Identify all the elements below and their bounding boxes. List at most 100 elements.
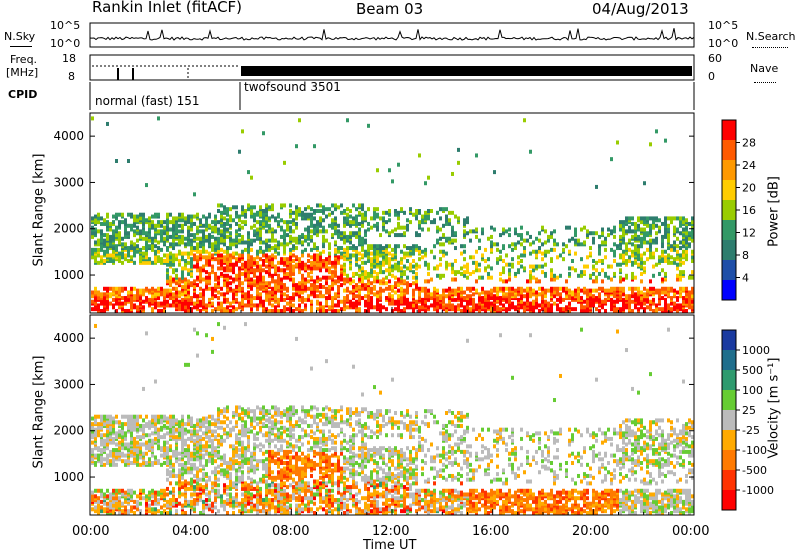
heatmap-cell	[550, 286, 553, 291]
heatmap-cell	[229, 301, 232, 306]
heatmap-cell	[397, 294, 400, 299]
heatmap-cell	[121, 212, 124, 217]
heatmap-cell	[376, 221, 379, 226]
heatmap-cell	[646, 231, 649, 236]
heatmap-cell	[184, 438, 187, 443]
heatmap-cell	[448, 262, 451, 267]
heatmap-cell	[661, 296, 664, 301]
heatmap-cell	[562, 286, 565, 291]
heatmap-cell	[373, 259, 376, 263]
heatmap-cell	[202, 264, 205, 269]
heatmap-cell	[361, 220, 364, 225]
heatmap-cell	[103, 492, 106, 497]
heatmap-cell	[157, 309, 160, 313]
heatmap-cell	[121, 435, 124, 440]
heatmap-cell	[199, 309, 202, 313]
heatmap-cell	[133, 511, 136, 515]
heatmap-cell	[271, 260, 274, 265]
heatmap-cell	[607, 275, 610, 280]
heatmap-cell	[676, 273, 679, 278]
heatmap-cell	[94, 427, 97, 432]
heatmap-cell	[331, 273, 334, 278]
heatmap-cell	[361, 223, 364, 228]
heatmap-cell	[181, 433, 184, 438]
heatmap-cell	[172, 486, 175, 491]
heatmap-cell	[109, 259, 112, 263]
heatmap-cell	[619, 220, 622, 225]
heatmap-cell	[382, 270, 385, 275]
heatmap-cell	[268, 271, 271, 276]
heatmap-cell	[100, 247, 103, 252]
heatmap-cell	[283, 249, 286, 254]
heatmap-cell	[133, 249, 136, 254]
heatmap-cell	[379, 279, 382, 284]
heatmap-cell	[121, 301, 124, 306]
heatmap-cell	[412, 270, 415, 275]
heatmap-cell	[301, 279, 304, 284]
heatmap-cell	[469, 229, 472, 234]
heatmap-cell	[223, 266, 226, 271]
heatmap-cell	[460, 244, 463, 249]
heatmap-cell	[118, 440, 121, 445]
heatmap-cell	[121, 509, 124, 514]
heatmap-cell	[100, 238, 103, 243]
heatmap-cell	[391, 247, 394, 252]
heatmap-cell	[664, 259, 667, 263]
heatmap-cell	[661, 307, 664, 312]
heatmap-cell	[514, 288, 517, 293]
heatmap-cell	[169, 481, 172, 486]
heatmap-cell	[466, 216, 469, 221]
heatmap-cell	[622, 277, 625, 282]
heatmap-cell	[403, 251, 406, 256]
heatmap-cell	[184, 216, 187, 221]
heatmap-cell	[163, 440, 166, 445]
heatmap-cell	[112, 246, 115, 251]
heatmap-cell	[598, 244, 601, 249]
heatmap-cell	[652, 301, 655, 306]
heatmap-cell	[127, 223, 130, 228]
heatmap-cell	[199, 218, 202, 223]
heatmap-cell	[301, 249, 304, 254]
heatmap-cell	[208, 475, 211, 480]
cpid-label: CPID	[8, 88, 38, 101]
heatmap-cell	[304, 281, 307, 286]
heatmap-cell	[514, 242, 517, 247]
heatmap-cell	[133, 451, 136, 456]
heatmap-cell	[226, 277, 229, 282]
heatmap-cell	[106, 453, 109, 458]
heatmap-cell	[358, 264, 361, 269]
heatmap-cell	[364, 210, 367, 215]
heatmap-cell	[169, 220, 172, 225]
heatmap-cell	[223, 292, 226, 297]
heatmap-cell	[283, 220, 286, 225]
heatmap-cell	[160, 309, 163, 313]
heatmap-cell	[184, 427, 187, 432]
heatmap-cell	[217, 296, 220, 301]
heatmap-cell	[682, 309, 685, 313]
heatmap-cell	[199, 446, 202, 451]
heatmap-cell	[151, 438, 154, 443]
heatmap-cell	[283, 244, 286, 249]
heatmap-cell	[241, 271, 244, 276]
heatmap-cell	[388, 218, 391, 223]
heatmap-cell	[280, 277, 283, 282]
heatmap-cell	[319, 301, 322, 306]
heatmap-cell	[355, 221, 358, 226]
heatmap-cell	[403, 288, 406, 293]
heatmap-cell	[205, 420, 208, 425]
heatmap-cell	[436, 273, 439, 278]
heatmap-cell	[91, 498, 94, 503]
heatmap-cell	[241, 234, 244, 239]
heatmap-cell	[529, 264, 532, 269]
heatmap-cell	[664, 307, 667, 312]
heatmap-cell	[133, 414, 136, 419]
heatmap-cell	[199, 468, 202, 473]
heatmap-cell	[205, 220, 208, 225]
heatmap-cell	[166, 279, 169, 284]
heatmap-cell	[91, 416, 94, 421]
heatmap-cell	[253, 260, 256, 265]
heatmap-cell	[601, 286, 604, 291]
heatmap-cell	[376, 279, 379, 284]
heatmap-cell	[220, 462, 223, 467]
heatmap-cell	[679, 270, 682, 275]
